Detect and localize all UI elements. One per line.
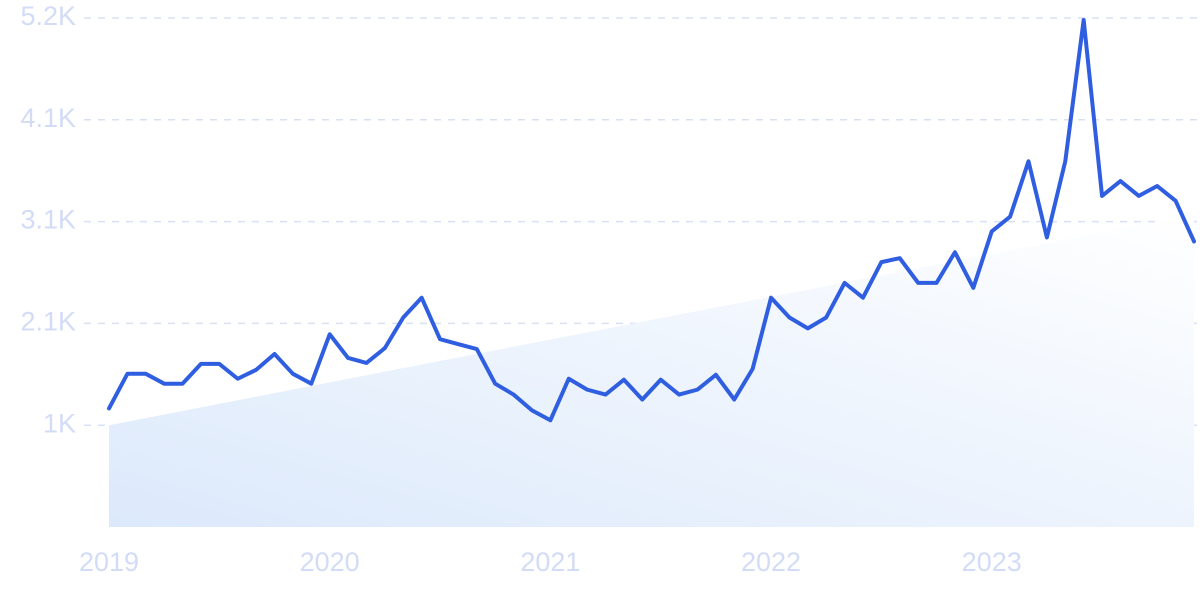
x-tick-label: 2023	[962, 547, 1022, 577]
y-tick-label: 3.1K	[20, 205, 76, 235]
x-tick-label: 2020	[300, 547, 360, 577]
line	[107, 17, 1196, 423]
y-tick-label: 5.2K	[20, 1, 76, 31]
y-tick-label: 2.1K	[20, 307, 76, 337]
y-tick-label: 1K	[43, 408, 76, 438]
trend-area	[109, 214, 1194, 527]
y-tick-label: 4.1K	[20, 103, 76, 133]
x-tick-label: 2022	[741, 547, 801, 577]
x-tick-label: 2021	[520, 547, 580, 577]
x-tick-label: 2019	[79, 547, 139, 577]
